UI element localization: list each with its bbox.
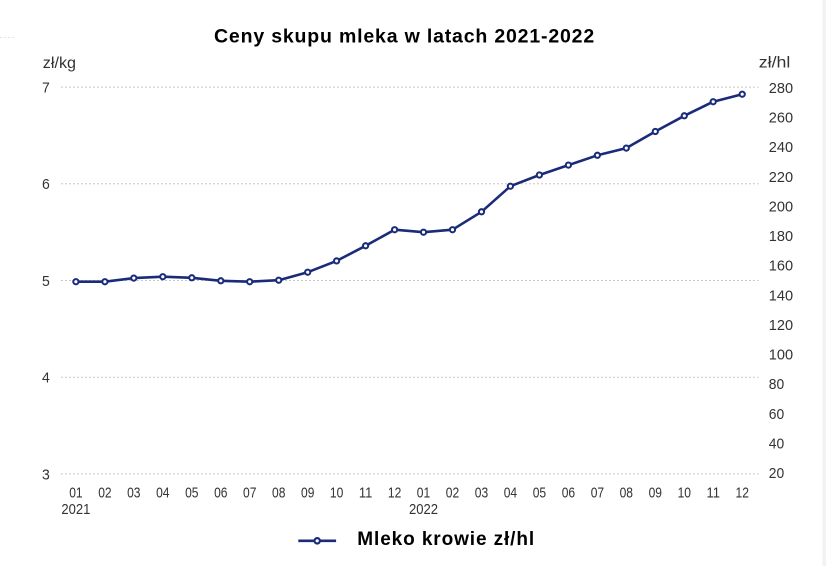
svg-text:06: 06 bbox=[562, 485, 575, 502]
svg-text:220: 220 bbox=[769, 169, 793, 186]
svg-text:09: 09 bbox=[649, 485, 662, 502]
svg-text:20: 20 bbox=[769, 465, 784, 482]
svg-text:80: 80 bbox=[769, 376, 784, 393]
svg-text:2021: 2021 bbox=[61, 501, 90, 518]
svg-text:Ceny skupu mleka w latach 2021: Ceny skupu mleka w latach 2021-2022 bbox=[214, 26, 595, 48]
svg-text:09: 09 bbox=[301, 485, 314, 502]
svg-text:180: 180 bbox=[769, 228, 793, 245]
svg-text:3: 3 bbox=[42, 466, 50, 483]
svg-text:140: 140 bbox=[769, 287, 793, 304]
svg-text:10: 10 bbox=[330, 485, 343, 502]
svg-text:11: 11 bbox=[707, 485, 720, 502]
svg-text:120: 120 bbox=[769, 317, 793, 334]
svg-text:40: 40 bbox=[769, 436, 784, 453]
svg-text:01: 01 bbox=[417, 485, 430, 502]
svg-text:zł/kg: zł/kg bbox=[43, 55, 76, 72]
svg-text:04: 04 bbox=[504, 485, 517, 502]
svg-text:60: 60 bbox=[769, 406, 784, 423]
svg-text:200: 200 bbox=[769, 198, 793, 215]
svg-text:06: 06 bbox=[214, 485, 227, 502]
svg-text:03: 03 bbox=[127, 485, 140, 502]
svg-text:5: 5 bbox=[42, 273, 50, 290]
svg-text:100: 100 bbox=[769, 347, 793, 364]
svg-text:zł/hl: zł/hl bbox=[759, 55, 791, 72]
svg-text:280: 280 bbox=[769, 80, 793, 97]
svg-text:07: 07 bbox=[243, 485, 256, 502]
svg-text:4: 4 bbox=[42, 370, 50, 387]
svg-text:11: 11 bbox=[359, 485, 372, 502]
svg-text:08: 08 bbox=[272, 485, 285, 502]
svg-text:12: 12 bbox=[736, 485, 749, 502]
svg-text:7: 7 bbox=[42, 80, 50, 97]
svg-text:03: 03 bbox=[475, 485, 488, 502]
svg-text:260: 260 bbox=[769, 110, 793, 127]
svg-text:160: 160 bbox=[769, 258, 793, 275]
svg-text:Mleko krowie zł/hl: Mleko krowie zł/hl bbox=[357, 529, 535, 550]
svg-text:02: 02 bbox=[98, 485, 111, 502]
svg-text:10: 10 bbox=[678, 485, 691, 502]
svg-text:02: 02 bbox=[446, 485, 459, 502]
svg-text:08: 08 bbox=[620, 485, 633, 502]
svg-text:12: 12 bbox=[388, 485, 401, 502]
svg-text:07: 07 bbox=[591, 485, 604, 502]
svg-text:05: 05 bbox=[185, 485, 198, 502]
svg-text:01: 01 bbox=[69, 485, 82, 502]
svg-text:05: 05 bbox=[533, 485, 546, 502]
svg-text:6: 6 bbox=[42, 176, 50, 193]
svg-text:04: 04 bbox=[156, 485, 169, 502]
svg-text:2022: 2022 bbox=[409, 501, 438, 518]
svg-text:240: 240 bbox=[769, 139, 793, 156]
